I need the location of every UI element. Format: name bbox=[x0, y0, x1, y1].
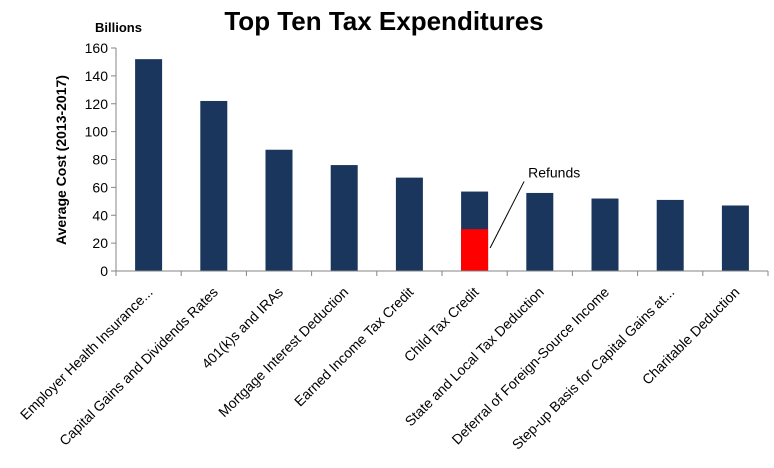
x-tick-label: State and Local Tax Deduction bbox=[402, 284, 547, 429]
y-tick-label: 0 bbox=[100, 263, 108, 279]
y-tick-label: 100 bbox=[85, 124, 109, 140]
refunds-annotation: Refunds bbox=[528, 164, 580, 180]
y-tick-label: 120 bbox=[85, 96, 109, 112]
refunds-bar-segment bbox=[461, 229, 489, 271]
unit-label: Billions bbox=[95, 20, 142, 35]
bar bbox=[135, 59, 163, 272]
bar bbox=[591, 198, 619, 271]
y-tick-label: 80 bbox=[92, 152, 108, 168]
y-axis-label: Average Cost (2013-2017) bbox=[53, 75, 69, 245]
bar bbox=[526, 192, 554, 271]
refunds-leader-line bbox=[489, 181, 525, 249]
y-tick-label: 40 bbox=[92, 207, 108, 223]
y-tick-label: 160 bbox=[85, 40, 109, 56]
bar bbox=[200, 100, 228, 272]
bar bbox=[656, 199, 684, 271]
x-tick-label: Mortgage Interest Deduction bbox=[215, 284, 351, 420]
x-tick-label: Earned Income Tax Credit bbox=[291, 284, 417, 410]
y-tick-label: 60 bbox=[92, 179, 108, 195]
bars bbox=[135, 59, 749, 272]
x-tick-label: Employer Health Insurance... bbox=[17, 284, 156, 423]
bar bbox=[395, 177, 423, 271]
x-axis-ticks: Employer Health Insurance...Capital Gain… bbox=[17, 271, 769, 452]
chart-title: Top Ten Tax Expenditures bbox=[224, 6, 543, 36]
bar bbox=[265, 149, 293, 271]
bar bbox=[721, 205, 749, 271]
y-tick-label: 140 bbox=[85, 68, 109, 84]
bar bbox=[330, 165, 358, 271]
y-tick-label: 20 bbox=[92, 235, 108, 251]
y-axis-ticks: 0 20 40 60 80 100 120 140 160 bbox=[85, 40, 116, 279]
